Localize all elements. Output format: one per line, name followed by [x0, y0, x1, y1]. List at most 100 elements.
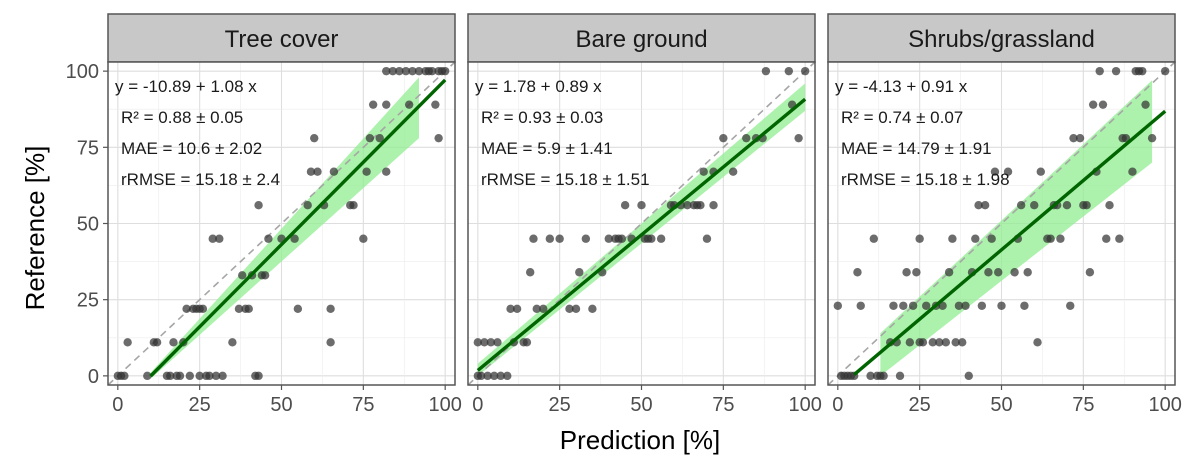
stats-line: R² = 0.74 ± 0.07: [841, 108, 963, 127]
x-tick-label: 100: [1148, 394, 1181, 416]
data-point: [388, 66, 398, 76]
data-point: [313, 167, 322, 176]
data-point: [401, 66, 411, 76]
data-point: [1062, 201, 1072, 210]
data-point: [800, 66, 810, 76]
data-point: [254, 371, 263, 381]
data-point: [473, 338, 483, 347]
data-point: [935, 338, 944, 347]
data-point: [899, 301, 908, 310]
data-point: [987, 234, 996, 243]
data-point: [329, 167, 339, 176]
y-tick-label: 100: [66, 61, 99, 83]
data-point: [1105, 201, 1114, 210]
data-point: [1030, 201, 1039, 210]
data-point: [964, 371, 973, 381]
stats-line: y = -4.13 + 0.91 x: [835, 77, 968, 96]
data-point: [918, 338, 928, 347]
data-point: [575, 268, 584, 277]
data-point: [1141, 100, 1150, 109]
data-point: [496, 371, 505, 381]
data-point: [165, 371, 175, 381]
data-point: [404, 100, 414, 109]
x-tick-label: 0: [112, 394, 123, 416]
stats-line: rRMSE = 15.18 ± 1.98: [841, 170, 1010, 189]
data-point: [905, 338, 915, 347]
data-point: [215, 234, 224, 243]
data-point: [195, 371, 204, 381]
data-point: [879, 371, 888, 381]
chart-panels: Tree cover y = -10.89 + 1.08 x R² = 0.88 ±…: [66, 13, 1182, 416]
data-point: [1160, 66, 1170, 76]
x-tick-label: 0: [472, 394, 483, 416]
data-point: [493, 338, 502, 347]
data-point: [431, 100, 440, 109]
data-point: [974, 201, 983, 210]
plot-content: [468, 62, 815, 385]
data-point: [853, 268, 862, 277]
data-point: [120, 371, 129, 381]
data-point: [902, 268, 911, 277]
data-point: [555, 234, 564, 243]
data-point: [709, 201, 718, 210]
grid: [468, 62, 815, 385]
data-point: [794, 133, 803, 143]
panel-3: Shrubs/grassland y = -4.13 + 0.91 x R² = 0…: [827, 13, 1182, 416]
data-point: [486, 338, 496, 347]
data-point: [1115, 234, 1124, 243]
data-point: [169, 338, 178, 347]
data-point: [922, 301, 931, 310]
data-point: [208, 234, 217, 243]
data-point: [382, 167, 391, 176]
data-point: [604, 234, 613, 243]
data-point: [382, 66, 391, 76]
confidence-band: [150, 77, 419, 379]
y-tick-label: 75: [77, 137, 99, 159]
data-point: [647, 234, 656, 243]
data-point: [1095, 66, 1104, 76]
data-point: [944, 268, 954, 277]
data-point: [742, 133, 751, 143]
stats-line: y = 1.78 + 0.89 x: [475, 77, 602, 96]
data-point: [994, 268, 1003, 277]
stats-line: R² = 0.88 ± 0.05: [121, 108, 243, 127]
data-point: [185, 371, 195, 381]
data-point: [359, 234, 368, 243]
data-point: [1056, 234, 1065, 243]
data-point: [948, 234, 957, 243]
data-point: [856, 301, 865, 310]
data-point: [290, 234, 299, 243]
data-point: [656, 234, 666, 243]
data-point: [408, 66, 417, 76]
data-point: [175, 371, 185, 381]
data-point: [954, 301, 964, 310]
data-point: [719, 133, 728, 143]
data-point: [1147, 133, 1157, 143]
data-point: [908, 301, 918, 310]
data-point: [310, 133, 319, 143]
data-point: [1003, 167, 1013, 176]
data-point: [264, 234, 273, 243]
data-point: [895, 371, 905, 381]
data-point: [503, 371, 512, 381]
data-point: [480, 338, 489, 347]
data-point: [958, 338, 967, 347]
data-point: [1036, 167, 1045, 176]
data-point: [362, 167, 371, 176]
facet-strip: [827, 13, 1176, 63]
x-tick-label: 75: [352, 394, 374, 416]
data-point: [512, 304, 522, 314]
data-point: [984, 268, 993, 277]
data-point: [303, 201, 312, 210]
data-point: [928, 338, 937, 347]
data-point: [539, 304, 548, 314]
data-point: [1046, 234, 1055, 243]
stats-annotations: y = 1.78 + 0.89 x R² = 0.93 ± 0.03 MAE = 5…: [475, 77, 650, 189]
data-point: [218, 371, 227, 381]
data-point: [889, 301, 898, 310]
data-point: [522, 338, 532, 347]
x-tick-label: 0: [832, 394, 843, 416]
y-axis: 0 25 50 75 100: [66, 61, 108, 388]
data-point: [1075, 133, 1085, 143]
